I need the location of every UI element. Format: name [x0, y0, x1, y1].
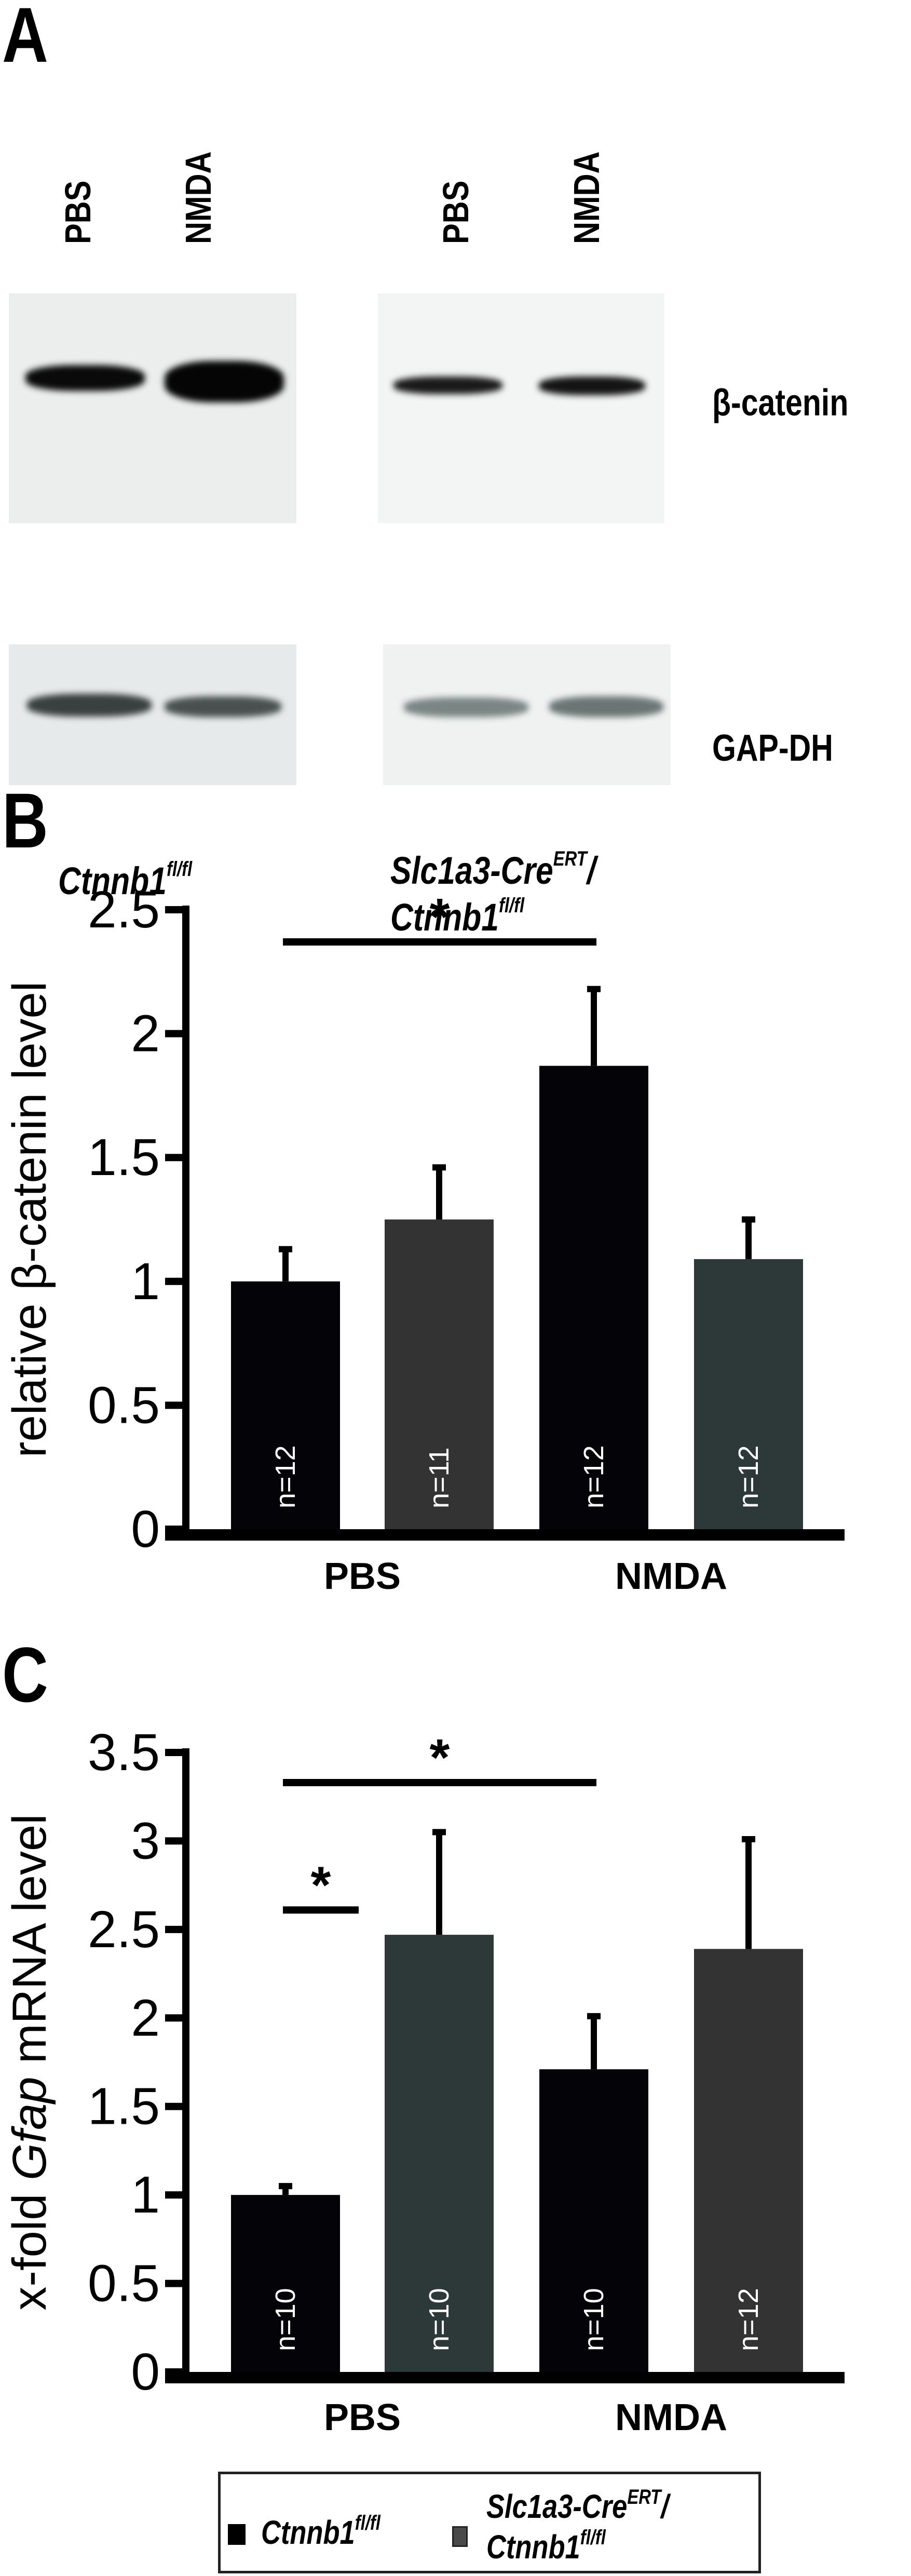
- genotype-label-control: Ctnnb1fl/fl: [58, 859, 192, 902]
- panel-c-letter: C: [2, 1631, 48, 1718]
- blot-gapdh-control: [9, 644, 296, 785]
- legend: Ctnnb1fl/fl Slc1a3-CreERT/ Ctnnb1fl/fl: [218, 2472, 761, 2573]
- n-label: n=12: [733, 2288, 764, 2351]
- category-label: NMDA: [615, 1556, 727, 1597]
- n-label: n=10: [270, 2288, 301, 2351]
- y-axis-label-part: x-fold: [3, 2180, 56, 2311]
- category-label: PBS: [324, 2397, 401, 2438]
- category-label: NMDA: [615, 2397, 727, 2438]
- genotype-main: Slc1a3-Cre: [390, 849, 553, 892]
- bar: [385, 1935, 494, 2372]
- band-nmda: [539, 376, 645, 395]
- n-label: n=10: [578, 2288, 609, 2351]
- legend-label-slash: /: [661, 2488, 669, 2525]
- lane-label-pbs-right: PBS: [436, 180, 476, 244]
- genotype-sup: fl/fl: [166, 858, 193, 881]
- n-label: n=12: [578, 1445, 609, 1508]
- y-axis-label: x-fold Gfap mRNA level: [3, 1814, 56, 2310]
- significance-star: *: [430, 888, 450, 946]
- bar: [694, 1259, 803, 1529]
- significance-star: *: [311, 1856, 331, 1914]
- legend-swatch-control: [228, 2524, 246, 2545]
- legend-label-sup: fl/fl: [580, 2526, 606, 2549]
- genotype-main: Ctnnb1: [390, 896, 499, 939]
- bar: [539, 1066, 648, 1529]
- y-tick-label: 2.5: [88, 881, 160, 939]
- y-tick-label: 1.5: [88, 2078, 160, 2136]
- y-axis-label: relative β-catenin level: [3, 981, 56, 1458]
- genotype-slash: /: [587, 849, 596, 892]
- band-pbs: [25, 365, 145, 391]
- genotype-label-cko-line2: Ctnnb1fl/fl: [390, 895, 524, 939]
- legend-label-main: Slc1a3-Cre: [486, 2488, 628, 2525]
- y-tick-label: 2.5: [88, 1900, 160, 1959]
- bar: [694, 1949, 803, 2372]
- legend-label-sup: fl/fl: [355, 2512, 380, 2534]
- band-pbs: [393, 376, 502, 394]
- band-nmda: [549, 696, 663, 717]
- blot-beta-catenin-cko: [378, 293, 664, 523]
- lane-label-pbs-left: PBS: [58, 180, 98, 244]
- lane-label-nmda-right: NMDA: [566, 151, 607, 244]
- bar: [385, 1219, 494, 1529]
- y-tick-label: 0.5: [88, 2255, 160, 2313]
- n-label: n=12: [270, 1445, 301, 1508]
- category-label: PBS: [324, 1556, 401, 1597]
- legend-swatch-cko: [452, 2526, 468, 2547]
- chart-b: 0 0.5 1 1.5 2 2.5 relative β-catenin level n=12…: [3, 881, 845, 1597]
- panel-a-letter: A: [2, 0, 48, 78]
- y-tick-label: 3.5: [88, 1723, 160, 1782]
- y-tick-label: 0: [131, 1500, 160, 1558]
- y-tick-label: 0.5: [88, 1376, 160, 1434]
- y-tick-label: 2: [131, 1989, 160, 2047]
- legend-label-main: Ctnnb1: [261, 2514, 355, 2551]
- band-nmda: [165, 696, 281, 717]
- band-pbs: [27, 694, 152, 717]
- band-pbs: [404, 697, 528, 717]
- legend-label-cko-line2: Ctnnb1fl/fl: [486, 2527, 606, 2566]
- panel-b-letter: B: [2, 777, 48, 864]
- legend-label-control: Ctnnb1fl/fl: [261, 2513, 380, 2551]
- lane-label-nmda-left: NMDA: [178, 151, 219, 244]
- blot-beta-catenin-control: [9, 293, 296, 523]
- bar: [539, 2069, 648, 2372]
- bar: [231, 1281, 340, 1529]
- y-tick-label: 3: [131, 1812, 160, 1870]
- legend-label-sup: ERT: [627, 2486, 661, 2508]
- n-label: n=10: [424, 2288, 455, 2351]
- genotype-main: Ctnnb1: [58, 859, 167, 902]
- y-axis-label-part: mRNA level: [3, 1814, 56, 2076]
- y-tick-label: 0: [131, 2343, 160, 2401]
- genotype-sup: fl/fl: [498, 894, 525, 917]
- chart-c: 0 0.5 1 1.5 2 2.5 3 3.5 x-fold Gfap mRNA level n=…: [3, 1723, 845, 2438]
- y-tick-label: 2: [131, 1005, 160, 1063]
- significance-star: *: [430, 1729, 450, 1787]
- y-axis-label-part: Gfap: [3, 2077, 56, 2180]
- bar: [231, 2195, 340, 2372]
- blot-gapdh-cko: [383, 644, 671, 785]
- genotype-label-cko-line1: Slc1a3-CreERT/: [390, 848, 596, 892]
- y-tick-label: 1: [131, 1252, 160, 1311]
- protein-label-beta-catenin: β-catenin: [712, 382, 849, 424]
- y-tick-label: 1.5: [88, 1128, 160, 1186]
- n-label: n=12: [733, 1445, 764, 1508]
- legend-label-main: Ctnnb1: [486, 2528, 580, 2566]
- band-nmda: [165, 361, 284, 402]
- legend-label-cko-line1: Slc1a3-CreERT/: [486, 2487, 669, 2525]
- genotype-sup: ERT: [553, 847, 587, 870]
- y-tick-label: 1: [131, 2166, 160, 2224]
- n-label: n=11: [424, 1447, 455, 1508]
- protein-label-gapdh: GAP-DH: [712, 727, 833, 769]
